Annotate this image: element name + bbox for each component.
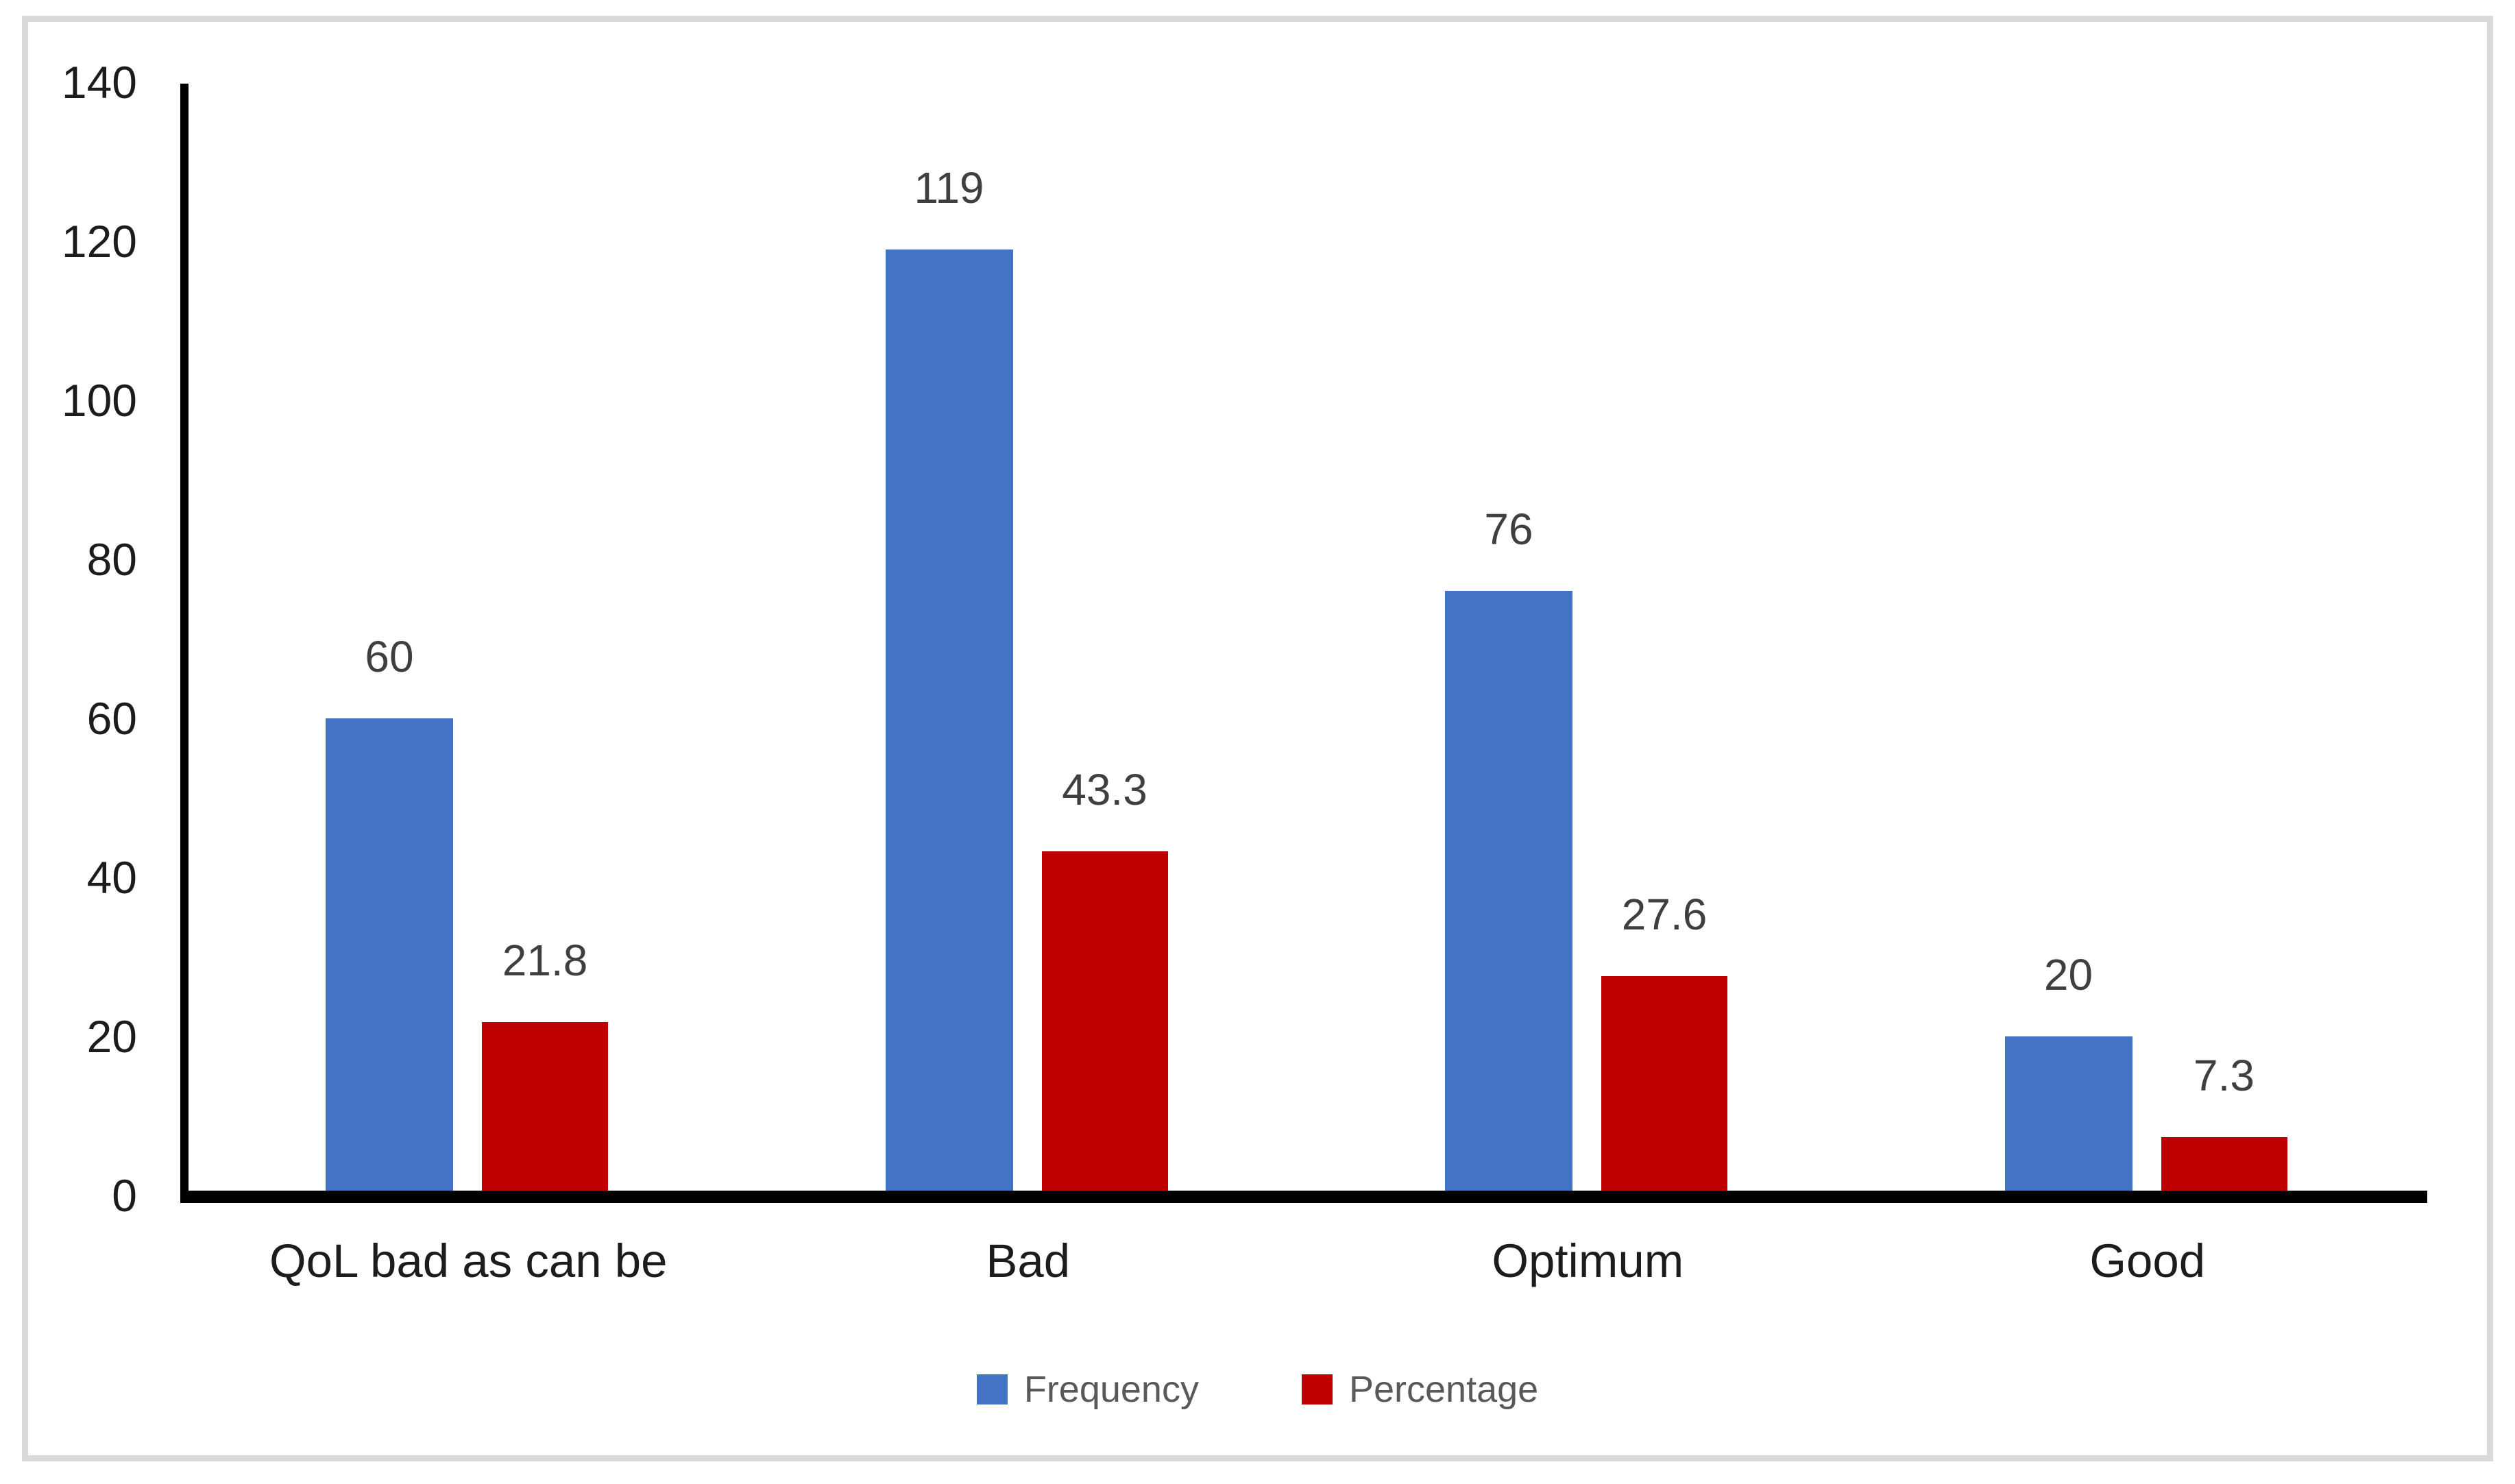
percentage-bar-1: [482, 1022, 608, 1191]
legend-item-frequency: Frequency: [976, 1368, 1199, 1411]
percentage-bar-4: [2161, 1137, 2287, 1191]
legend-item-percentage: Percentage: [1301, 1368, 1539, 1411]
percentage-data-label-4: 7.3: [2194, 1051, 2255, 1101]
y-tick-label: 80: [86, 534, 137, 585]
x-axis-line: [180, 1191, 2427, 1203]
frequency-bar-4: [2004, 1036, 2133, 1191]
category-label-4: Good: [2089, 1234, 2206, 1287]
category-label-2: Bad: [986, 1234, 1071, 1287]
percentage-bar-2: [1041, 851, 1168, 1191]
y-tick-label: 100: [61, 375, 137, 426]
legend: Frequency Percentage: [28, 1368, 2487, 1411]
y-axis-line: [180, 84, 189, 1203]
frequency-data-label-4: 20: [2043, 950, 2093, 999]
legend-label: Frequency: [1023, 1369, 1199, 1410]
percentage-bar-3: [1601, 975, 1727, 1191]
y-tick-label: 20: [86, 1011, 137, 1062]
legend-swatch-icon: [976, 1374, 1008, 1404]
percentage-data-label-1: 21.8: [502, 936, 588, 986]
y-tick-label: 0: [112, 1170, 137, 1221]
frequency-bar-3: [1445, 591, 1572, 1191]
frequency-data-label-2: 119: [914, 162, 984, 212]
frequency-bar-1: [326, 718, 453, 1191]
y-tick-label: 140: [61, 57, 137, 108]
frequency-bar-2: [885, 249, 1013, 1191]
percentage-data-label-3: 27.6: [1621, 889, 1708, 939]
frequency-data-label-1: 60: [365, 632, 414, 681]
legend-label: Percentage: [1348, 1369, 1539, 1410]
y-tick-label: 60: [86, 693, 137, 744]
category-label-3: Optimum: [1492, 1234, 1684, 1287]
y-tick-label: 120: [61, 216, 137, 267]
y-tick-label: 40: [86, 852, 137, 903]
category-label-1: QoL bad as can be: [269, 1234, 668, 1287]
frequency-data-label-3: 76: [1484, 504, 1533, 555]
legend-swatch-icon: [1301, 1374, 1333, 1404]
chart-frame: 0 20 40 60 80 100 120 140 60 119 76 20 21.8 43.3 27.6…: [22, 16, 2493, 1461]
percentage-data-label-2: 43.3: [1062, 764, 1147, 814]
